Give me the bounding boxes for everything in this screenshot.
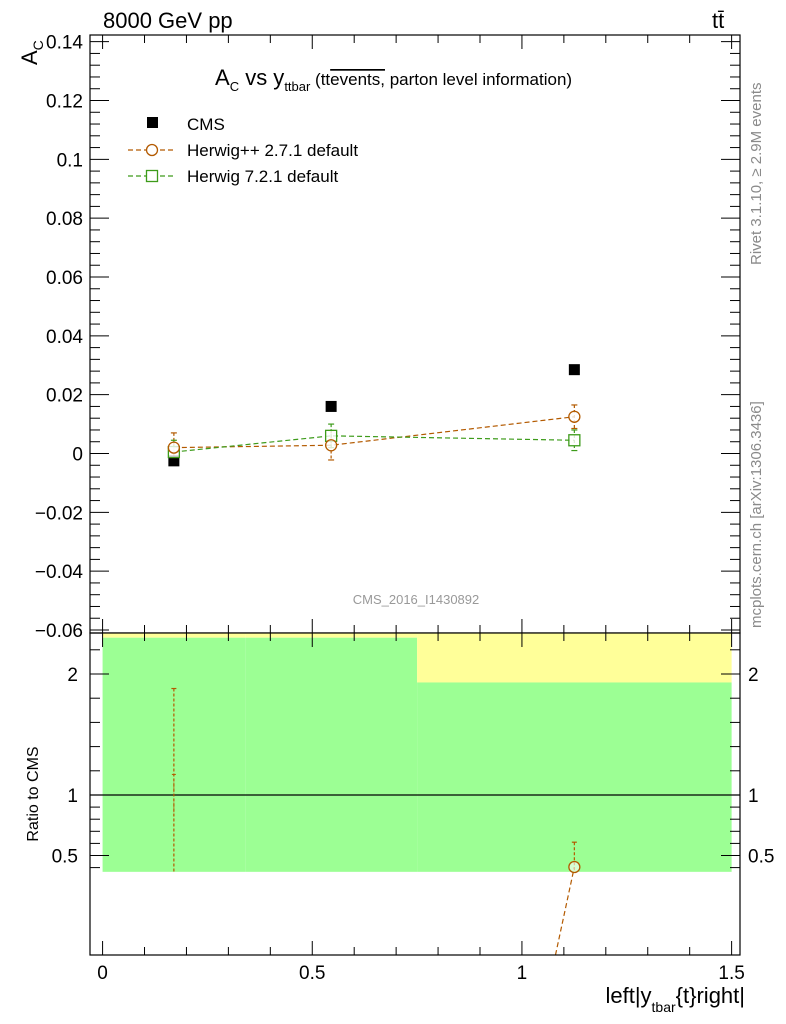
top-y-tick-label: 0.04 [46,327,83,348]
ratio-band-excess [245,633,418,638]
ratio-ylabel: Ratio to CMS [25,746,42,841]
top-y-tick-label: −0.06 [35,621,83,642]
ratio-y-tick-labels: 2 2 1 1 0.5 0.5 [52,665,775,868]
herwigpp-point [167,441,181,454]
herwig7-point [568,434,581,447]
ratio-y-tick-label-right: 2 [748,665,759,686]
herwigpp-line [173,416,575,449]
cms-point [168,455,180,467]
legend-herwig7-marker [145,169,159,183]
herwigpp-point [324,439,338,452]
herwigpp-ratio-line [554,866,575,956]
x-tick-labels: 0 0.5 1 1.5 [97,963,745,984]
title-overlined: events, [330,70,385,89]
legend: CMS Herwig++ 2.7.1 default Herwig 7.2.1 … [128,115,358,186]
top-ylabel-sub: C [30,40,46,50]
top-panel-y-tick-labels: 0.14 0.12 0.1 0.08 0.06 0.04 0.02 0 −0.02 −0.04 −0… [35,33,84,642]
legend-herwig7-label: Herwig 7.2.1 default [187,167,338,186]
legend-cms-label: CMS [187,115,225,134]
x-tick-label: 0.5 [299,963,325,984]
ratio-y-tick-label-right: 0.5 [748,847,774,868]
process-label: tt̄ [712,8,724,33]
mcplots-note: mcplots.cern.ch [arXiv:1306.3436] [748,401,765,628]
x-tick-label: 1 [517,963,528,984]
ratio-y-tick-label-right: 1 [748,786,759,807]
ratio-panel-frame [89,632,741,956]
energy-label: 8000 GeV pp [103,8,233,33]
legend-herwigpp-label: Herwig++ 2.7.1 default [187,141,358,160]
title-ac: A [215,65,230,90]
top-y-tick-label: 0.14 [46,33,83,54]
svg-text:AC: AC [17,40,46,65]
ratio-bands [102,633,732,872]
xlabel-a: left|y [605,983,651,1008]
ratio-band-excess [417,633,732,683]
ratio-y-tick-label: 1 [67,786,78,807]
ratio-panel: 2 2 1 1 0.5 0.5 0 0.5 1 1.5 Ratio to CMS left|yt… [25,632,775,1015]
herwig7-line [173,435,575,453]
top-y-tick-label: 0.1 [57,150,83,171]
top-y-tick-label: −0.02 [35,503,83,524]
cms-point [568,364,580,376]
top-panel-series [167,364,581,467]
xlabel-sub: tbar [652,999,676,1015]
title-vs: vs y [239,65,284,90]
title-ac-sub: C [230,79,239,94]
top-y-tick-label: −0.04 [35,562,84,583]
top-ylabel: AC [17,40,46,65]
herwigpp-ratio-point [568,860,581,874]
top-y-tick-label: 0.12 [46,92,83,113]
ratio-y-tick-label: 0.5 [52,847,78,868]
top-panel-ticks [90,35,740,633]
legend-cms-marker [147,117,158,128]
title-rest: parton level information) [385,70,572,89]
plot-title: AC vs yttbar (ttevents, parton level inf… [215,65,572,94]
main-panel: 0.14 0.12 0.1 0.08 0.06 0.04 0.02 0 −0.02 −0.04 −0… [17,33,741,642]
ratio-y-tick-label: 2 [67,665,78,686]
xlabel-b: {t}right| [676,983,745,1008]
ratio-panel-ticks [90,633,740,955]
herwigpp-point [568,410,581,423]
ratio-band-excess [102,633,246,638]
title-vs-sub: ttbar [284,79,311,94]
ratio-series [171,687,581,956]
analysis-tag: CMS_2016_I1430892 [353,592,480,607]
top-ylabel-main: A [17,50,42,65]
ratio-band [417,682,732,872]
x-tick-label: 1.5 [718,963,744,984]
top-y-tick-label: 0 [72,445,83,466]
top-y-tick-label: 0.02 [46,386,83,407]
title-paren: (tt [310,70,330,89]
legend-herwigpp-marker [145,143,159,157]
x-tick-label: 0 [97,963,108,984]
ratio-band [245,637,418,872]
x-axis-label: left|ytbar{t}right| [605,983,745,1015]
cms-point [325,400,337,412]
top-y-tick-label: 0.06 [46,268,83,289]
rivet-note: Rivet 3.1.10, ≥ 2.9M events [748,83,765,266]
top-y-tick-label: 0.08 [46,209,83,230]
